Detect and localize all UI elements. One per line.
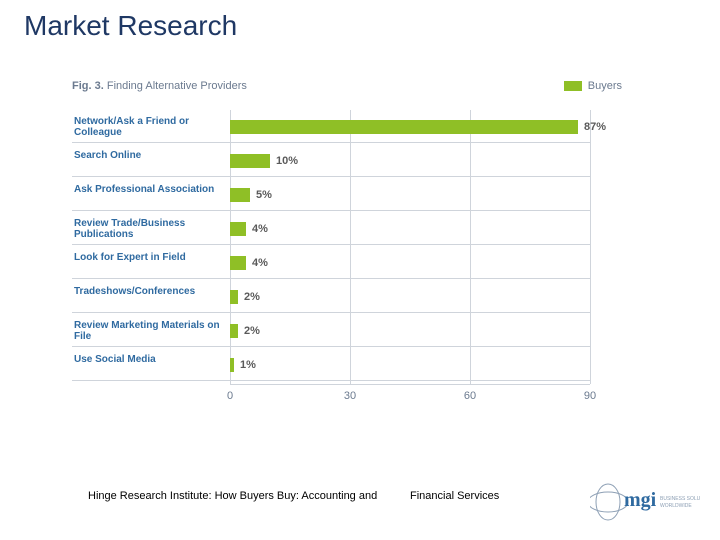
legend: Buyers	[564, 80, 622, 92]
figure-number: Fig. 3.	[72, 80, 104, 92]
bar-value-label: 2%	[244, 325, 260, 337]
chart-row: Use Social Media1%	[230, 348, 590, 382]
x-tick-label: 30	[344, 390, 356, 402]
category-label: Search Online	[74, 150, 230, 161]
chart-row: Review Trade/Business Publications4%	[230, 212, 590, 246]
category-label: Review Trade/Business Publications	[74, 218, 230, 240]
bar	[230, 290, 238, 304]
category-label: Tradeshows/Conferences	[74, 286, 230, 297]
chart-row: Review Marketing Materials on File2%	[230, 314, 590, 348]
bar-value-label: 1%	[240, 359, 256, 371]
plot-area: 0306090Network/Ask a Friend or Colleague…	[230, 110, 590, 384]
figure-label: Fig. 3. Finding Alternative Providers	[72, 80, 247, 92]
svg-text:WORLDWIDE: WORLDWIDE	[660, 503, 692, 509]
bar-value-label: 10%	[276, 155, 298, 167]
svg-text:BUSINESS SOLUTIONS: BUSINESS SOLUTIONS	[660, 496, 700, 502]
legend-label: Buyers	[588, 80, 622, 92]
bar	[230, 358, 234, 372]
chart-row: Tradeshows/Conferences2%	[230, 280, 590, 314]
category-label: Look for Expert in Field	[74, 252, 230, 263]
gridline	[590, 110, 591, 384]
chart-row: Network/Ask a Friend or Colleague87%	[230, 110, 590, 144]
figure-title: Finding Alternative Providers	[107, 80, 247, 92]
svg-text:mgi: mgi	[624, 489, 657, 511]
bar	[230, 256, 246, 270]
slide: Market Research Fig. 3. Finding Alternat…	[0, 0, 720, 540]
bar-value-label: 4%	[252, 223, 268, 235]
bar	[230, 188, 250, 202]
bar-value-label: 2%	[244, 291, 260, 303]
chart-row: Look for Expert in Field4%	[230, 246, 590, 280]
x-axis-line	[230, 384, 590, 385]
chart-row: Ask Professional Association5%	[230, 178, 590, 212]
bar	[230, 324, 238, 338]
bar-value-label: 5%	[256, 189, 272, 201]
bar	[230, 222, 246, 236]
x-tick-label: 60	[464, 390, 476, 402]
legend-swatch	[564, 81, 582, 91]
category-label: Review Marketing Materials on File	[74, 320, 230, 342]
mgi-logo: mgiBUSINESS SOLUTIONSWORLDWIDE	[590, 480, 700, 522]
footer-text-right: Financial Services	[410, 490, 499, 502]
footer-text-left: Hinge Research Institute: How Buyers Buy…	[88, 490, 377, 502]
x-tick-label: 90	[584, 390, 596, 402]
category-label: Network/Ask a Friend or Colleague	[74, 116, 230, 138]
bar	[230, 120, 578, 134]
page-title: Market Research	[24, 10, 237, 42]
bar-value-label: 4%	[252, 257, 268, 269]
bar-value-label: 87%	[584, 121, 606, 133]
category-label: Use Social Media	[74, 354, 230, 365]
x-tick-label: 0	[227, 390, 233, 402]
category-label: Ask Professional Association	[74, 184, 230, 195]
chart-row: Search Online10%	[230, 144, 590, 178]
bar	[230, 154, 270, 168]
bar-chart: Fig. 3. Finding Alternative Providers Bu…	[72, 80, 632, 410]
